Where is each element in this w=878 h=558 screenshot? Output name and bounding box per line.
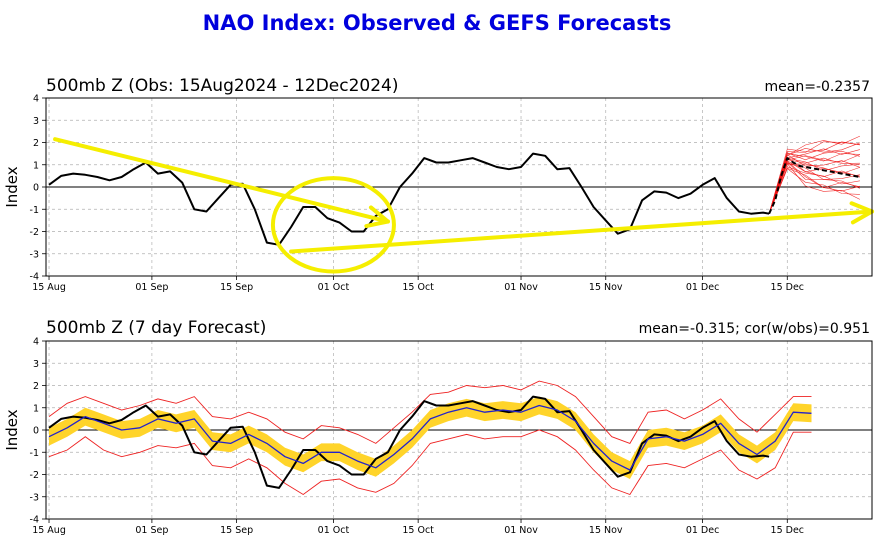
y-tick-label: 1: [33, 403, 39, 414]
grid-observed: [46, 98, 872, 276]
y-tick-label: 0: [33, 426, 39, 437]
x-tick-label: 15 Sep: [220, 282, 253, 293]
observed-panel: 500mb Z (Obs: 15Aug2024 - 12Dec2024) mea…: [3, 76, 874, 294]
bands-forecast: [48, 380, 812, 496]
forecast-spread-band: [49, 396, 812, 479]
arrow-head: [849, 201, 874, 214]
highlight-circle: [270, 176, 396, 274]
panel-title-observed: 500mb Z (Obs: 15Aug2024 - 12Dec2024): [46, 76, 399, 96]
y-tick-label: -4: [30, 272, 39, 283]
arrow-head: [364, 219, 390, 229]
y-tick-label: 4: [33, 94, 39, 105]
highlight-arrow: [53, 137, 390, 224]
y-tick-label: -3: [30, 249, 39, 260]
x-tick-label: 15 Oct: [402, 525, 434, 536]
y-axis-label-observed: Index: [3, 166, 21, 207]
figure-title: NAO Index: Observed & GEFS Forecasts: [203, 11, 672, 35]
x-tick-label: 01 Dec: [686, 282, 720, 293]
forecast-panel: 500mb Z (7 day Forecast) mean=-0.315; co…: [3, 318, 873, 537]
axes-frame-forecast: [45, 340, 873, 520]
x-tick-label: 15 Dec: [771, 525, 805, 536]
y-tick-label: 1: [33, 160, 39, 171]
x-tick-label: 15 Aug: [32, 282, 66, 293]
x-tick-label: 15 Dec: [771, 282, 805, 293]
axes-frame-observed: [45, 97, 873, 277]
panel-stat-forecast: mean=-0.315; cor(w/obs)=0.951: [639, 321, 870, 337]
forecast-upper-bound-line: [48, 380, 812, 444]
y-tick-label: 3: [33, 359, 39, 370]
annotations-observed: [53, 137, 874, 274]
x-tick-label: 15 Nov: [589, 282, 623, 293]
arrow-head: [368, 205, 390, 224]
ensemble-member-line: [768, 163, 860, 214]
x-tick-label: 01 Sep: [135, 282, 168, 293]
ensemble-mean-line: [768, 157, 861, 215]
x-tick-label: 01 Dec: [686, 525, 720, 536]
y-tick-label: 2: [33, 138, 39, 149]
y-tick-label: -2: [30, 227, 39, 238]
x-tick-label: 15 Sep: [220, 525, 253, 536]
x-tick-label: 15 Aug: [32, 525, 66, 536]
y-tick-label: -1: [30, 205, 39, 216]
y-tick-label: -3: [30, 492, 39, 503]
observed-line: [48, 152, 770, 246]
y-tick-label: 3: [33, 116, 39, 127]
lines-observed: [48, 152, 861, 246]
forecast-mean-line: [48, 404, 812, 471]
x-tick-label: 01 Nov: [504, 525, 538, 536]
x-tick-label: 15 Oct: [402, 282, 434, 293]
ensemble-member-line: [768, 161, 861, 214]
forecast-lower-bound-line: [48, 429, 812, 496]
panel-title-forecast: 500mb Z (7 day Forecast): [46, 318, 266, 338]
y-tick-label: -4: [30, 515, 39, 526]
ticks-observed: 4 3 2 1 0 -1 -2 -3 -415 Aug 01 Sep 15 Sep 01 Oct 15 …: [30, 94, 805, 294]
y-tick-label: 2: [33, 381, 39, 392]
y-tick-label: -1: [30, 448, 39, 459]
ensemble-member-line: [768, 141, 860, 214]
ensemble-member-line: [768, 167, 860, 214]
ensemble-member-line: [768, 154, 861, 214]
observed-line: [48, 395, 770, 489]
arrow-head: [850, 209, 874, 225]
x-tick-label: 01 Sep: [135, 525, 168, 536]
ensemble-member-line: [768, 166, 860, 214]
x-tick-label: 01 Nov: [504, 282, 538, 293]
x-tick-label: 01 Oct: [318, 525, 350, 536]
lines-forecast: [48, 395, 812, 489]
y-tick-label: 4: [33, 337, 39, 348]
y-tick-label: 0: [33, 183, 39, 194]
panel-stat-observed: mean=-0.2357: [765, 79, 870, 95]
y-axis-label-forecast: Index: [3, 409, 21, 450]
x-tick-label: 15 Nov: [589, 525, 623, 536]
ticks-forecast: 4 3 2 1 0 -1 -2 -3 -415 Aug 01 Sep 15 Sep 01 Oct 15 …: [30, 337, 805, 537]
x-tick-label: 01 Oct: [318, 282, 350, 293]
y-tick-label: -2: [30, 470, 39, 481]
